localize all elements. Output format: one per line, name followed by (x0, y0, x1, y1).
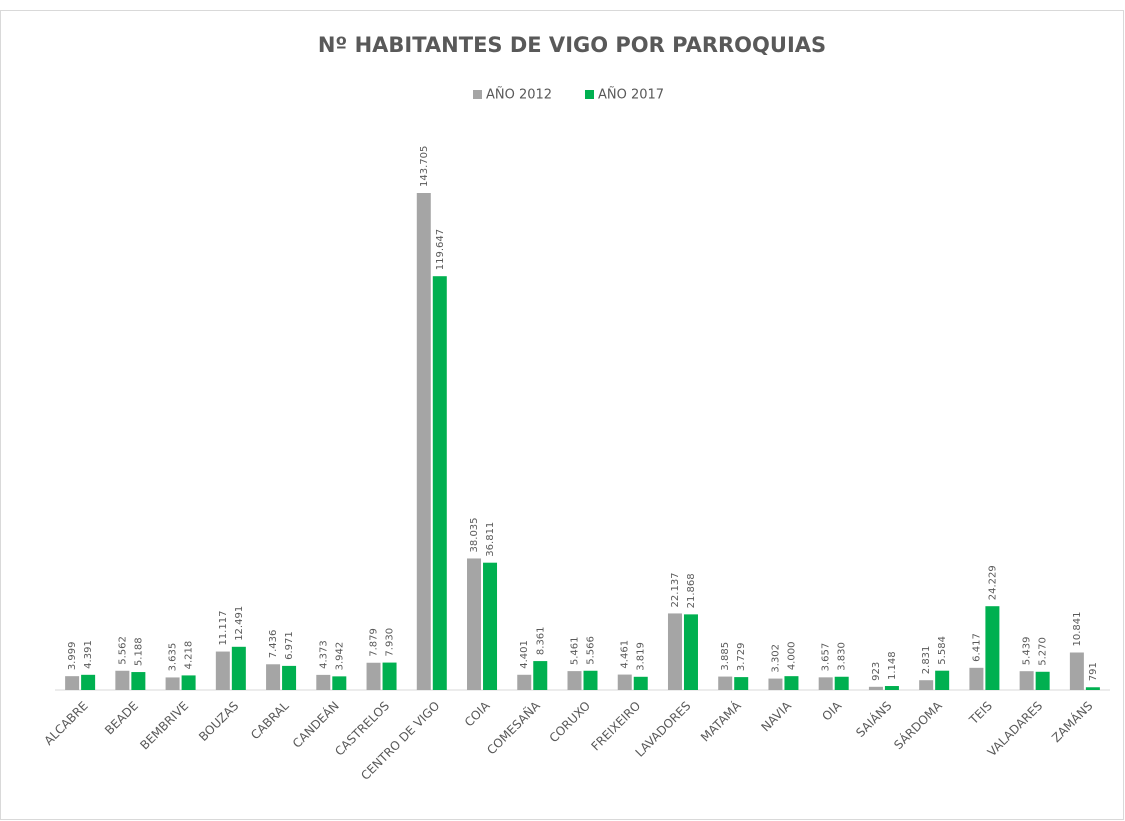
bar (115, 670, 130, 690)
data-label: 12.491 (234, 606, 245, 641)
bar (517, 674, 532, 690)
bar (617, 674, 632, 690)
bar (131, 672, 146, 690)
bar (633, 676, 648, 690)
data-label: 923 (871, 662, 882, 681)
data-label: 2.831 (921, 646, 932, 675)
bar (65, 676, 80, 690)
data-label: 4.391 (83, 640, 94, 669)
bar (985, 606, 1000, 690)
bar (919, 680, 934, 690)
data-label: 1.148 (887, 651, 898, 680)
bar (366, 662, 381, 690)
bar (81, 674, 96, 690)
data-label: 6.417 (971, 633, 982, 662)
data-label: 5.584 (937, 636, 948, 665)
data-label: 7.879 (369, 628, 380, 657)
bar (165, 677, 180, 690)
bar (483, 562, 498, 690)
data-label: 5.188 (133, 637, 144, 666)
data-label: 5.461 (570, 636, 581, 665)
bar (432, 276, 447, 690)
bar (818, 677, 833, 690)
bar (734, 677, 749, 690)
data-label: 3.885 (720, 642, 731, 671)
data-label: 5.439 (1022, 637, 1033, 666)
bar (583, 670, 598, 690)
bar (884, 686, 899, 690)
bar (533, 661, 548, 690)
data-label: 11.117 (218, 611, 229, 646)
bar (1035, 671, 1050, 690)
data-label: 36.811 (485, 522, 496, 557)
legend-swatch (473, 90, 482, 99)
data-label: 4.000 (786, 642, 797, 671)
legend-swatch (585, 90, 594, 99)
data-label: 7.436 (268, 630, 279, 659)
data-label: 3.942 (334, 642, 345, 671)
bar (181, 675, 196, 690)
bar (332, 676, 347, 690)
data-label: 24.229 (987, 565, 998, 600)
bar (266, 664, 281, 690)
bar (382, 662, 397, 690)
bar (667, 613, 682, 690)
data-label: 3.819 (636, 642, 647, 671)
data-label: 3.999 (67, 642, 78, 671)
bar (868, 686, 883, 690)
data-label: 21.868 (686, 573, 697, 608)
data-label: 3.635 (168, 643, 179, 672)
bar (969, 667, 984, 690)
bar (231, 646, 246, 690)
bar (316, 674, 331, 690)
bar (215, 651, 230, 690)
data-label: 4.401 (519, 640, 530, 669)
data-label: 5.566 (586, 636, 597, 665)
bar (834, 676, 849, 690)
data-label: 10.841 (1072, 612, 1083, 647)
data-label: 3.302 (770, 644, 781, 673)
data-label: 6.971 (284, 631, 295, 660)
legend-label: AÑO 2012 (486, 87, 552, 103)
data-label: 5.562 (117, 636, 128, 665)
bar (718, 676, 733, 690)
bar (1069, 652, 1084, 690)
bar (768, 678, 783, 690)
data-label: 3.830 (837, 642, 848, 671)
data-label: 143.705 (419, 146, 430, 187)
bar (282, 665, 297, 690)
chart-title: Nº HABITANTES DE VIGO POR PARROQUIAS (318, 33, 826, 57)
data-label: 4.461 (620, 640, 631, 669)
legend-label: AÑO 2017 (598, 87, 664, 103)
bar (416, 193, 431, 690)
data-label: 8.361 (535, 626, 546, 655)
bar (1085, 687, 1100, 690)
data-label: 791 (1088, 662, 1099, 681)
chart-frame (0, 10, 1124, 820)
bar (567, 671, 582, 690)
data-label: 119.647 (435, 229, 446, 270)
data-label: 3.729 (736, 642, 747, 671)
bar (683, 614, 698, 690)
data-label: 5.270 (1038, 637, 1049, 666)
bar (935, 670, 950, 690)
bar (784, 676, 799, 690)
data-label: 4.218 (184, 641, 195, 670)
data-label: 3.657 (821, 643, 832, 672)
data-label: 22.137 (670, 572, 681, 607)
data-label: 38.035 (469, 517, 480, 552)
bar (467, 558, 482, 690)
data-label: 7.930 (385, 628, 396, 657)
data-label: 4.373 (318, 640, 329, 669)
bar (1019, 671, 1034, 690)
